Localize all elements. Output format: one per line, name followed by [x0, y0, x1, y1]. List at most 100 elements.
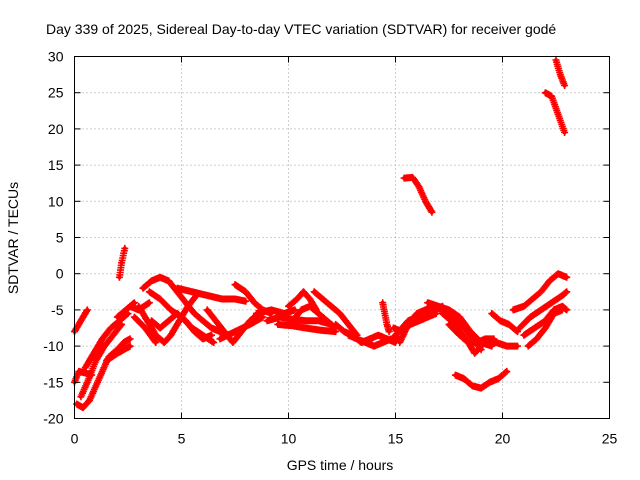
data-point [102, 344, 107, 349]
data-point [318, 328, 323, 333]
data-point [389, 336, 394, 341]
data-point [517, 326, 522, 330]
data-point [560, 293, 565, 298]
data-point [346, 322, 351, 327]
data-point [462, 326, 466, 330]
series-s17 [216, 313, 267, 343]
data-point [474, 340, 479, 345]
series-s26 [344, 331, 404, 350]
data-point [147, 289, 152, 294]
data-point [429, 210, 434, 215]
data-point [543, 326, 548, 330]
data-point [136, 304, 141, 309]
data-point [346, 333, 351, 338]
data-point [158, 275, 163, 280]
axes: 0 5 10 15 20 25 -20 -15 -10 -5 0 5 10 15 20 25 30 [43, 49, 617, 447]
series-s19 [252, 306, 299, 317]
data-point [397, 340, 402, 345]
x-tick-label: 0 [71, 431, 79, 447]
series-s1 [71, 306, 91, 336]
data-point [384, 322, 389, 327]
data-point [93, 358, 98, 363]
y-tick-label: -20 [43, 411, 63, 427]
series-s44 [552, 56, 569, 89]
data-point [303, 326, 308, 330]
data-point [391, 326, 396, 330]
series-s43 [541, 89, 569, 136]
data-point [549, 94, 554, 99]
data-point [117, 275, 122, 280]
data-point [457, 315, 462, 320]
data-point [532, 326, 537, 330]
data-point [290, 323, 295, 328]
data-point [76, 322, 81, 327]
data-point [190, 289, 195, 294]
data-point [387, 329, 392, 334]
data-point [145, 318, 150, 323]
data-point [562, 130, 567, 135]
data-point [192, 329, 197, 334]
data-point [307, 304, 312, 309]
data-point [290, 318, 295, 323]
series-s13 [135, 291, 200, 346]
data-point [166, 278, 171, 283]
data-point [515, 329, 520, 334]
data-point [220, 297, 225, 301]
data-point [543, 90, 548, 95]
data-point [149, 278, 154, 283]
data-point [487, 380, 492, 385]
data-point [539, 289, 543, 294]
data-point [489, 311, 494, 316]
y-axis-label: SDTVAR / TECUs [5, 182, 21, 294]
data-point [143, 326, 148, 330]
data-point [564, 289, 569, 294]
data-point [451, 315, 456, 320]
data-point [132, 315, 137, 320]
data-point [252, 300, 257, 305]
data-point [121, 340, 126, 345]
data-point [93, 383, 98, 388]
data-point [162, 340, 167, 345]
data-point [85, 307, 90, 312]
data-point [205, 307, 210, 312]
data-point [277, 315, 282, 320]
data-point [233, 329, 237, 334]
data-point [74, 402, 79, 406]
data-point [254, 311, 259, 316]
data-point [200, 318, 205, 323]
data-point [410, 175, 415, 180]
data-point [547, 278, 552, 283]
data-point [209, 326, 214, 330]
data-point [292, 307, 297, 312]
data-point [128, 304, 133, 309]
y-tick-label: 20 [48, 121, 64, 137]
data-point [295, 297, 300, 301]
data-point [562, 83, 567, 88]
data-point [286, 304, 291, 309]
series-s5 [81, 310, 132, 372]
data-point [449, 318, 454, 323]
series-s15 [173, 284, 250, 305]
y-tick-label: 10 [48, 193, 64, 209]
series-s36 [451, 367, 511, 392]
data-point [515, 344, 520, 349]
y-tick-label: 5 [56, 230, 64, 246]
data-point [260, 315, 265, 320]
x-tick-label: 20 [495, 431, 511, 447]
data-point [558, 72, 563, 77]
data-point [423, 199, 428, 204]
x-tick-label: 5 [178, 431, 186, 447]
series-s4 [77, 320, 126, 401]
data-point [100, 369, 105, 374]
data-point [423, 311, 428, 316]
data-point [115, 315, 120, 320]
data-point [183, 318, 188, 323]
data-point [128, 344, 133, 349]
x-tick-label: 25 [602, 431, 618, 447]
data-point [453, 373, 458, 378]
y-tick-label: -5 [51, 302, 64, 318]
y-tick-label: 25 [48, 85, 64, 101]
data-point [526, 344, 531, 349]
data-point [111, 333, 115, 338]
